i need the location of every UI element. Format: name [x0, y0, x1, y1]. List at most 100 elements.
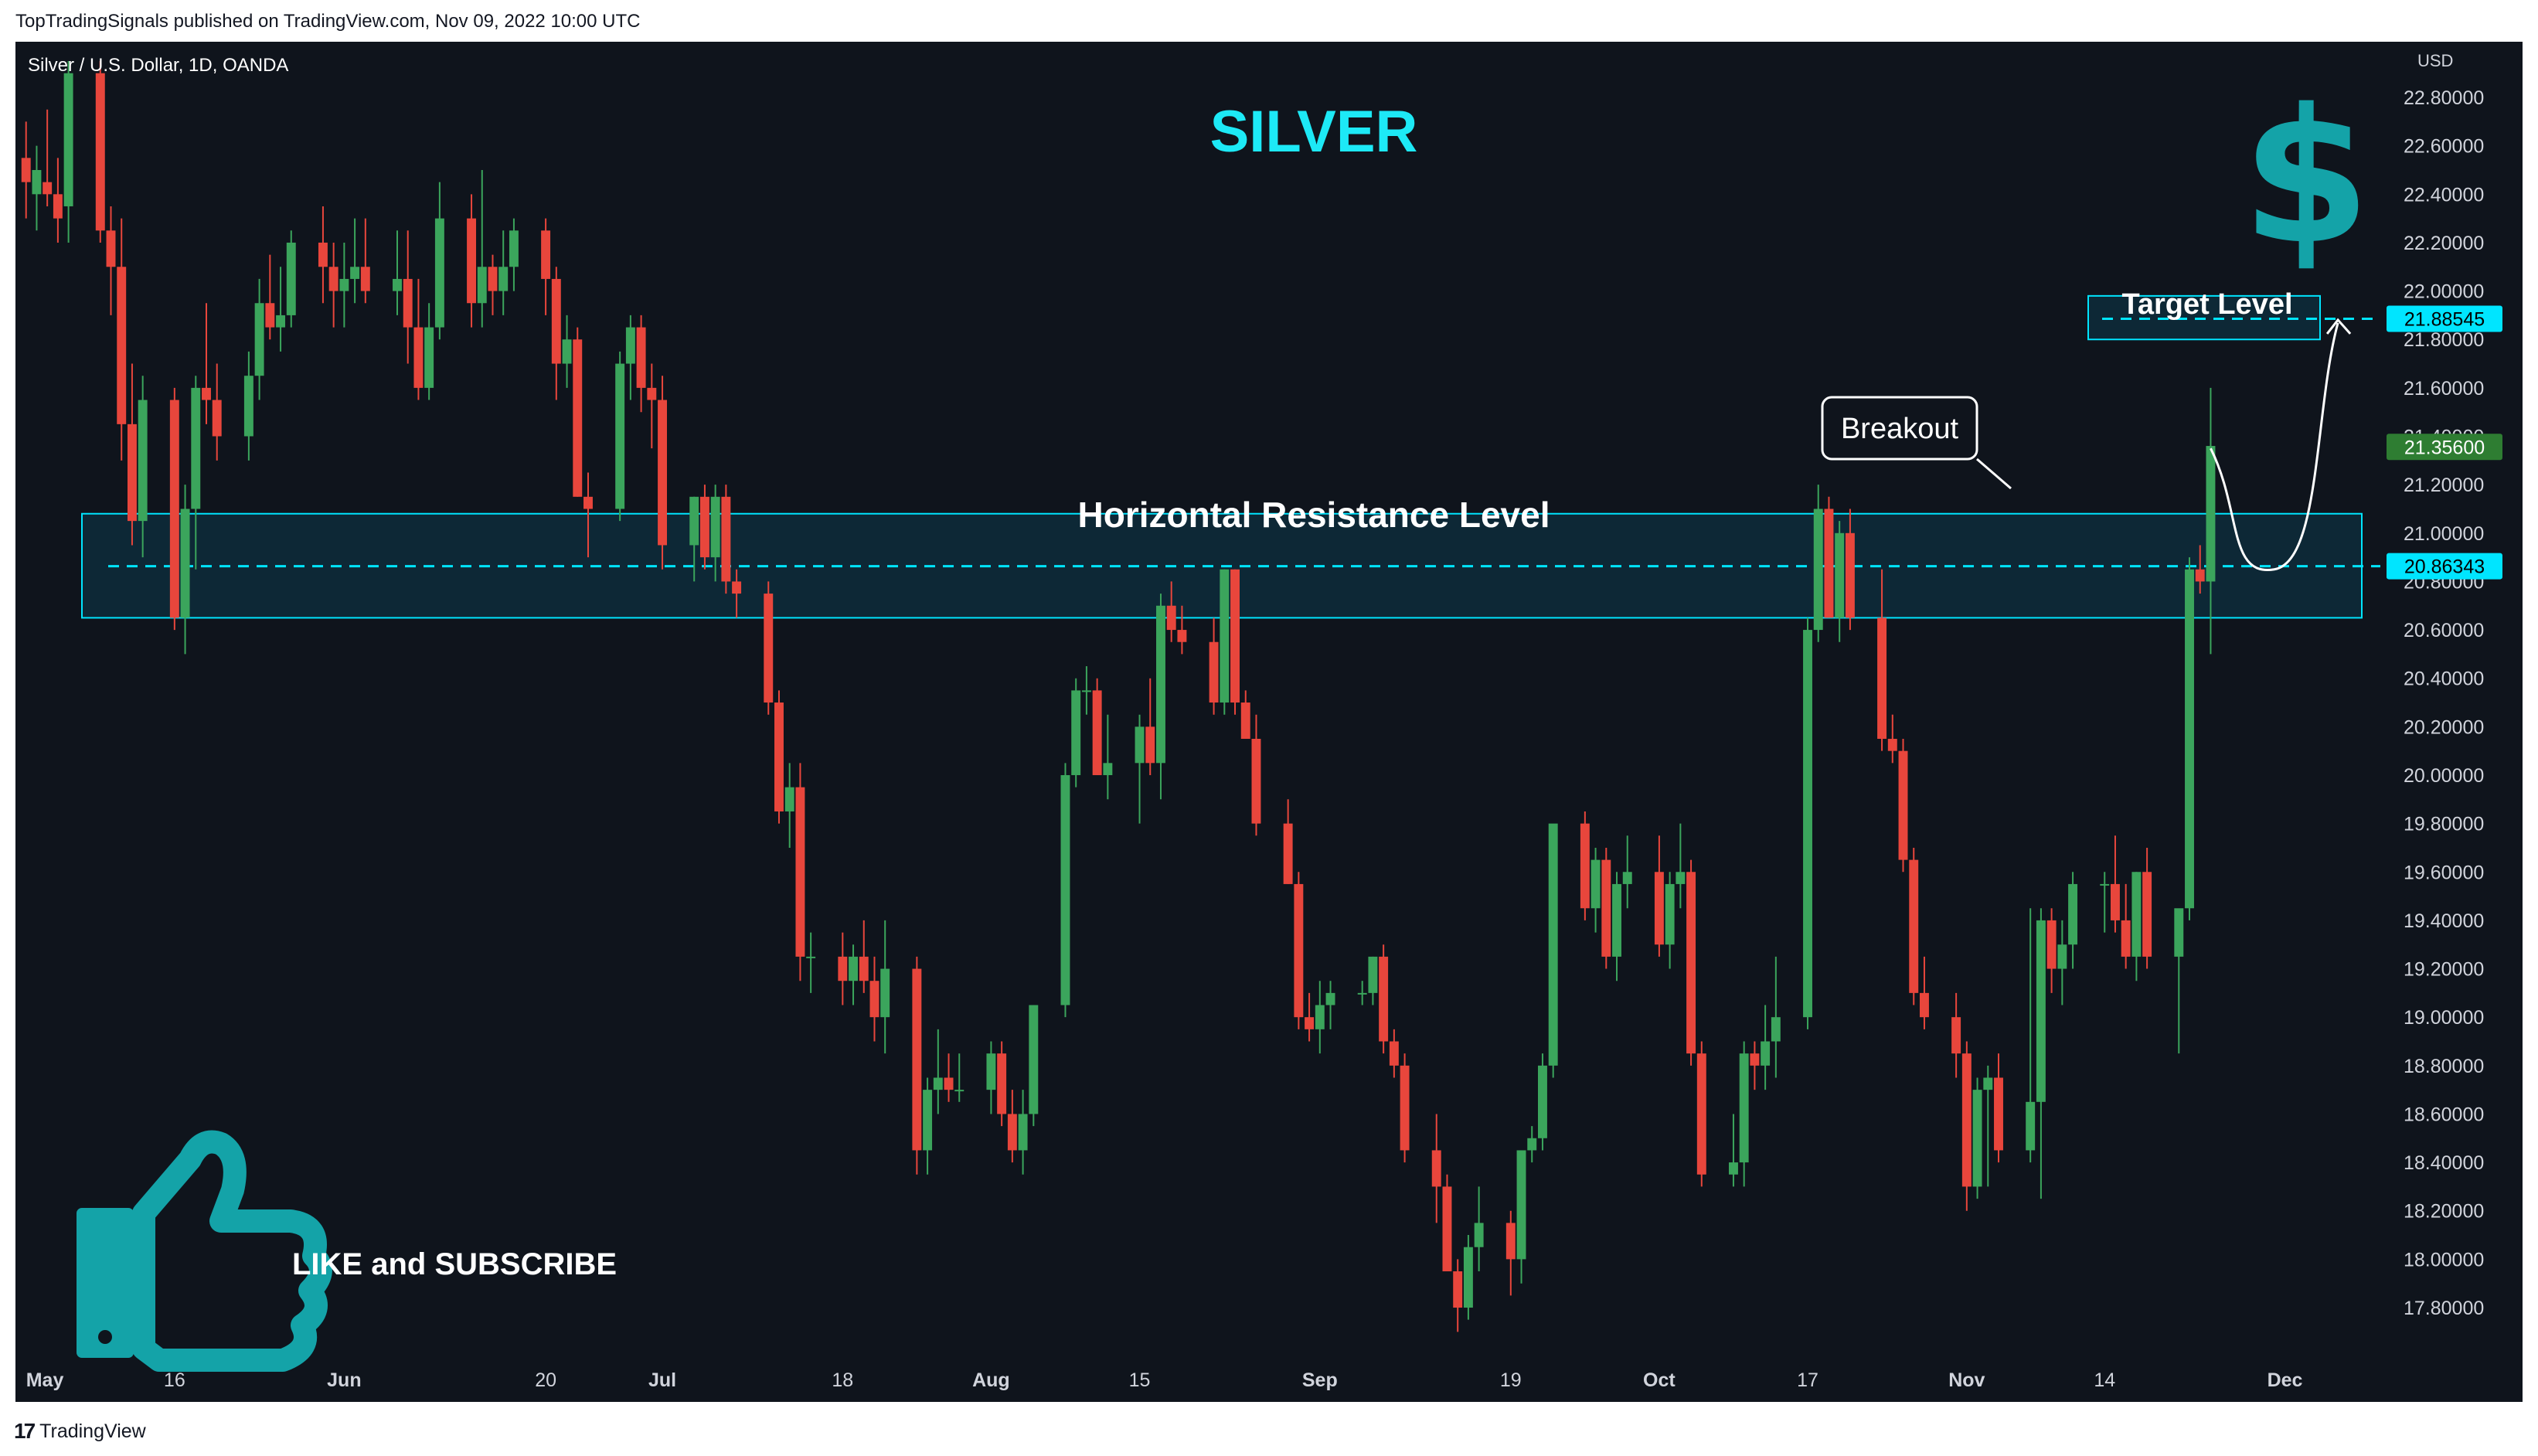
chart-title: SILVER: [1210, 99, 1418, 165]
candle-body: [1739, 1053, 1749, 1163]
candle-body: [1887, 739, 1897, 751]
y-tick-label: 20.20000: [2404, 716, 2484, 738]
y-tick-label: 18.20000: [2404, 1201, 2484, 1223]
candle-body: [1007, 1114, 1017, 1151]
candle-body: [1294, 883, 1304, 1018]
y-tick-label: 18.00000: [2404, 1249, 2484, 1271]
candle-body: [699, 496, 709, 558]
breakout-callout: Breakout: [1821, 396, 2012, 490]
candle-body: [2174, 908, 2184, 957]
footer-brand[interactable]: 17 TradingView: [14, 1419, 146, 1444]
candle-body: [1771, 1017, 1781, 1042]
candle-body: [784, 787, 794, 811]
candle-body: [498, 267, 509, 291]
candle-body: [1251, 739, 1261, 824]
candle-body: [1654, 872, 1664, 945]
candle-body: [636, 327, 646, 388]
candle-body: [1961, 1053, 1972, 1187]
candle-body: [1898, 750, 1908, 860]
candle-body: [1357, 992, 1367, 995]
candle-body: [1463, 1247, 1473, 1308]
candle-body: [243, 376, 253, 437]
candle-body: [573, 339, 583, 497]
published-line: TopTradingSignals published on TradingVi…: [15, 11, 641, 32]
chart-background: [15, 42, 2523, 1402]
candle-body: [1665, 883, 1675, 945]
candle-body: [944, 1077, 954, 1090]
candle-body: [393, 278, 402, 291]
candle-body: [2131, 872, 2142, 957]
candle-body: [1972, 1090, 1982, 1187]
candle-body: [1750, 1053, 1760, 1066]
candle-body: [360, 267, 370, 291]
candle-body: [933, 1077, 943, 1090]
y-tick-label: 21.20000: [2404, 475, 2484, 496]
target-label: Target Level: [2121, 288, 2292, 321]
candle-body: [1156, 605, 1165, 764]
price-label-tag: [2387, 434, 2502, 461]
y-tick-label: 22.20000: [2404, 233, 2484, 254]
candle-body: [1591, 859, 1601, 909]
candle-body: [2110, 883, 2120, 920]
like-subscribe-text[interactable]: LIKE and SUBSCRIBE: [292, 1247, 617, 1281]
candle-body: [1145, 726, 1155, 764]
candle-body: [276, 315, 286, 328]
candle-body: [774, 702, 784, 811]
candle-body: [106, 230, 116, 267]
candle-body: [615, 363, 625, 509]
candle-body: [2142, 872, 2152, 957]
y-tick-label: 21.80000: [2404, 329, 2484, 351]
candle-body: [764, 594, 774, 703]
x-tick-label: Sep: [1302, 1369, 1338, 1391]
y-tick-label: 19.60000: [2404, 862, 2484, 883]
candle-body: [795, 787, 805, 957]
candle-body: [2026, 1101, 2036, 1151]
candle-body: [413, 327, 424, 388]
x-tick-label: Jun: [327, 1369, 361, 1391]
candle-body: [1994, 1077, 2003, 1151]
candle-body: [1029, 1005, 1039, 1114]
time-axis[interactable]: May 16 Jun 20 Jul 18 Aug 15 Sep 19 Oct 17 Nov 14 Dec: [26, 1369, 2303, 1391]
candle-body: [477, 267, 487, 304]
candle-body: [647, 387, 657, 400]
candle-body: [849, 956, 859, 981]
candle-body: [328, 267, 339, 291]
candle-body: [954, 1090, 965, 1092]
price-axis[interactable]: 22.80000 22.60000 22.40000 22.20000 22.00000…: [2380, 42, 2523, 1402]
candle-body: [2100, 883, 2110, 886]
candle-body: [1166, 605, 1176, 631]
candle-body: [1220, 569, 1230, 703]
candle-body: [1474, 1223, 1484, 1247]
y-tick-label: 18.60000: [2404, 1104, 2484, 1125]
candle-body: [318, 242, 328, 267]
svg-text:$: $: [2242, 69, 2371, 285]
x-tick-label: 19: [1500, 1369, 1522, 1391]
candle-body: [1612, 883, 1621, 957]
chart-area[interactable]: 22.80000 22.60000 22.40000 22.20000 22.00000…: [15, 42, 2523, 1402]
price-label-tag: [2387, 305, 2502, 332]
x-tick-label: 18: [832, 1369, 853, 1391]
projection-path: [2210, 322, 2339, 572]
y-tick-label: 21.00000: [2404, 523, 2484, 545]
y-tick-label: 19.20000: [2404, 959, 2484, 981]
candle-body: [2036, 920, 2046, 1102]
candle-body: [1761, 1041, 1771, 1066]
y-tick-label: 19.40000: [2404, 910, 2484, 932]
candle-body: [202, 387, 211, 400]
candle-body: [254, 303, 264, 376]
candle-body: [286, 242, 296, 315]
breakout-label: Breakout: [1841, 413, 1959, 445]
candle-body: [2068, 883, 2078, 945]
candle-body: [1505, 1223, 1516, 1260]
candle-body: [732, 581, 742, 594]
price-label-tag: [2387, 553, 2502, 580]
candle-body: [138, 400, 148, 522]
candle-body: [1845, 532, 1855, 618]
y-tick-label: 18.40000: [2404, 1152, 2484, 1174]
y-tick-label: 20.60000: [2404, 620, 2484, 641]
candle-body: [1018, 1114, 1028, 1151]
candle-body: [1824, 509, 1834, 618]
candle-body: [2195, 569, 2205, 582]
candle-body: [1389, 1041, 1399, 1066]
candle-body: [1686, 872, 1696, 1054]
